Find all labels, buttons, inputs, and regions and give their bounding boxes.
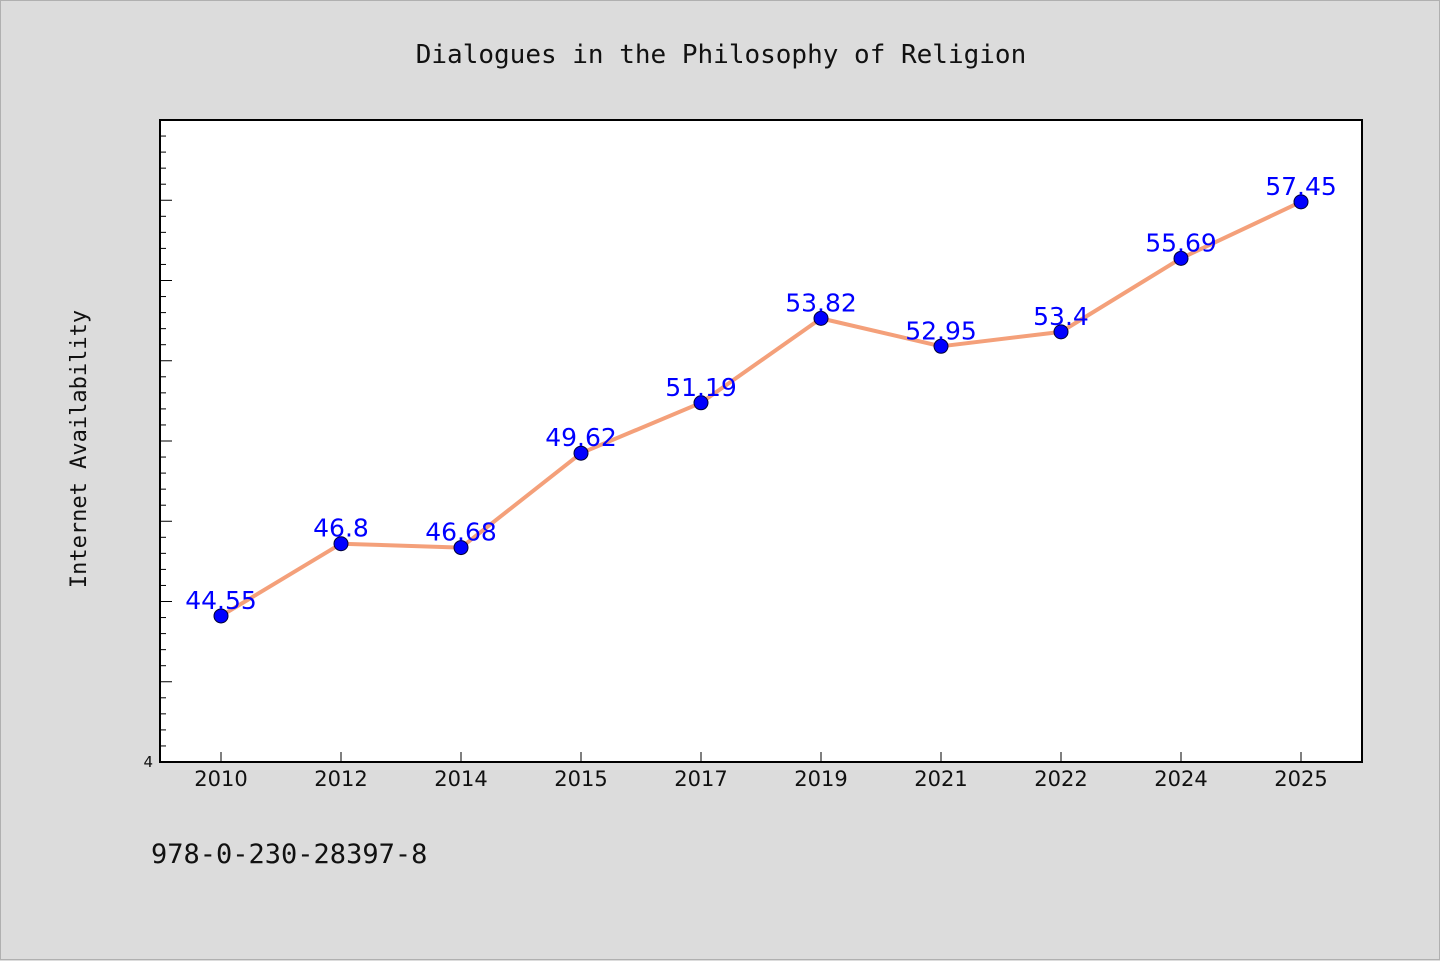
data-label: 55.69 — [1145, 228, 1217, 257]
chart-title: Dialogues in the Philosophy of Religion — [416, 40, 1026, 70]
data-point — [333, 536, 349, 552]
data-point — [693, 395, 709, 411]
x-axis-ticks: 2010 2012 2014 2015 2017 2019 2021 2022 2024 2025 — [194, 752, 1328, 791]
x-tick-label: 2015 — [554, 767, 607, 791]
data-label: 46.68 — [425, 518, 497, 547]
y-axis-label: Internet Availability — [67, 310, 92, 588]
data-label: 52.95 — [905, 316, 977, 345]
data-label: 57.45 — [1265, 172, 1337, 201]
data-label: 51.19 — [665, 373, 737, 402]
data-point — [1053, 324, 1069, 340]
data-label: 49.62 — [545, 423, 617, 452]
x-tick-label: 2012 — [314, 767, 367, 791]
x-tick-label: 2010 — [194, 767, 247, 791]
y-axis-ticks — [160, 135, 172, 747]
data-point — [453, 540, 469, 556]
x-tick-label: 2019 — [794, 767, 847, 791]
data-label: 46.8 — [313, 514, 369, 543]
x-tick-label: 2017 — [674, 767, 727, 791]
plot-area — [159, 119, 1363, 763]
data-label: 53.4 — [1033, 302, 1089, 331]
data-label: 44.55 — [185, 586, 257, 615]
x-tick-label: 2021 — [914, 767, 967, 791]
series-line — [219, 199, 1303, 618]
data-point — [813, 310, 829, 326]
x-tick-label: 2022 — [1034, 767, 1087, 791]
series-layer — [213, 194, 1309, 624]
x-tick-label: 2024 — [1154, 767, 1207, 791]
data-point — [933, 338, 949, 354]
x-tick-label: 2014 — [434, 767, 487, 791]
data-point — [213, 608, 229, 624]
isbn-text: 978-0-230-28397-8 — [151, 839, 427, 870]
data-labels: 44.55 46.8 46.68 49.62 51.19 53.82 52.95 53.4 55… — [185, 172, 1337, 615]
data-point — [1293, 194, 1309, 210]
x-tick-label: 2025 — [1274, 767, 1327, 791]
data-point — [1173, 250, 1189, 266]
data-label: 53.82 — [785, 288, 857, 317]
y-tick-label: 4 — [143, 753, 153, 771]
data-point — [573, 445, 589, 461]
